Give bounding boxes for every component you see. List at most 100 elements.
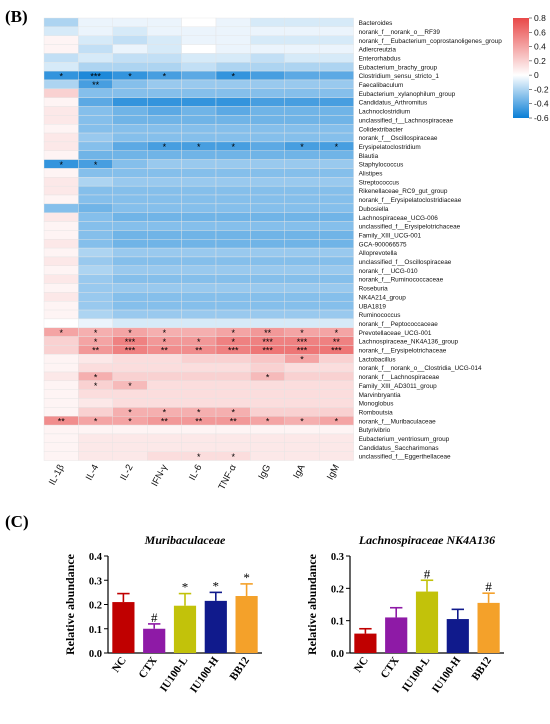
heatmap-cell (319, 354, 354, 364)
heatmap-cell (112, 150, 148, 160)
heatmap-cell (284, 212, 320, 222)
bar-nc (112, 602, 135, 653)
row-label: unclassified_f__Oscillospiraceae (359, 259, 452, 266)
heatmap-cell (319, 44, 354, 54)
heatmap-cell (319, 380, 354, 390)
row-label: Roseburia (359, 286, 389, 293)
heatmap-cell (284, 194, 320, 205)
row-label: Lactobacillus (359, 356, 396, 363)
heatmap-cell (181, 318, 217, 328)
significance-mark: * (128, 408, 132, 418)
heatmap-cell (78, 185, 114, 196)
heatmap-cell (181, 26, 217, 36)
heatmap-cell (215, 132, 251, 143)
heatmap-cell (319, 53, 354, 63)
heatmap-cell (43, 97, 79, 107)
column-label-il-1: IL-1β (47, 462, 67, 487)
heatmap-cell (78, 318, 114, 328)
bar-chart-muribaculaceae: Muribaculaceae Relative abundance 0.0 0.1 0.… (63, 533, 262, 695)
significance-mark: * (163, 337, 167, 347)
heatmap-cell (319, 318, 354, 328)
heatmap-cell (284, 106, 320, 116)
heatmap-cell (146, 371, 182, 382)
row-label: Rikenellaceae_RC9_gut_group (359, 188, 448, 195)
heatmap-cell (215, 203, 251, 213)
heatmap-cell (146, 283, 182, 293)
heatmap-cell (78, 389, 114, 399)
significance-mark: * (163, 328, 167, 338)
heatmap-cell (250, 17, 285, 28)
heatmap-cell (181, 203, 217, 213)
heatmap-cell (319, 292, 354, 302)
heatmap-cell (146, 239, 182, 249)
heatmap-cell (319, 247, 354, 258)
heatmap-cell (181, 247, 217, 258)
heatmap-cell (284, 35, 320, 45)
heatmap-cell (250, 301, 285, 311)
heatmap-cell (250, 150, 285, 160)
heatmap-cell (181, 256, 217, 267)
colorbar-tick-label: 0.4 (534, 42, 546, 52)
heatmap-cell (112, 451, 148, 461)
row-label: Faecalibaculum (359, 82, 404, 89)
significance-mark: * (231, 337, 235, 347)
bar-nc (354, 633, 377, 653)
heatmap-cell (146, 398, 182, 408)
row-label: Eubacterium_brachy_group (359, 64, 438, 71)
heatmap-cell (284, 247, 320, 258)
colorbar-tick-label: 0.2 (534, 56, 546, 66)
heatmap-cell (215, 123, 251, 134)
heatmap-cell (250, 168, 285, 178)
significance-mark: ** (230, 417, 238, 427)
heatmap-cell (146, 53, 182, 63)
heatmap-cell (78, 123, 114, 134)
heatmap-cell (43, 44, 79, 54)
heatmap-cell (43, 194, 79, 205)
significance-mark: # (424, 566, 431, 581)
heatmap-cell (43, 371, 79, 382)
heatmap-cell (319, 301, 354, 311)
heatmap-cell (319, 26, 354, 36)
heatmap-cell (146, 159, 182, 169)
heatmap-cell (43, 274, 79, 284)
heatmap-cell (78, 230, 114, 240)
x-tick-label: BB12 (469, 654, 494, 682)
heatmap-cell (284, 274, 320, 284)
heatmap-cell (146, 203, 182, 213)
heatmap-cell (43, 336, 79, 346)
heatmap-cell (78, 309, 114, 320)
heatmap-cell (146, 212, 182, 222)
heatmap-cell (43, 168, 79, 178)
heatmap-cell (284, 424, 320, 435)
heatmap-cell (181, 301, 217, 311)
heatmap-cell (43, 301, 79, 311)
heatmap-cell (43, 424, 79, 435)
heatmap-cell (181, 159, 217, 169)
heatmap-cell (250, 177, 285, 187)
heatmap-cell (250, 424, 285, 435)
row-label: Lachnoclostridium (359, 109, 411, 116)
significance-mark: *** (297, 337, 308, 347)
heatmap-cell (250, 44, 285, 54)
heatmap-cell (43, 106, 79, 116)
heatmap-cell (146, 292, 182, 302)
heatmap-cell (43, 35, 79, 45)
heatmap-cell (181, 150, 217, 160)
heatmap-cell (284, 44, 320, 54)
heatmap-cell (215, 150, 251, 160)
row-label: norank_f__UCG-010 (359, 268, 418, 275)
heatmap-cell (181, 354, 217, 364)
significance-mark: * (335, 417, 339, 427)
heatmap-cell (146, 309, 182, 320)
heatmap-cell (181, 44, 217, 54)
heatmap-cell (78, 168, 114, 178)
heatmap-cell (319, 389, 354, 399)
heatmap-cell (43, 177, 79, 187)
heatmap-cell (215, 185, 251, 196)
heatmap-cell (181, 194, 217, 205)
heatmap-cell (146, 97, 182, 107)
heatmap-cell (319, 168, 354, 178)
significance-mark: * (197, 408, 201, 418)
heatmap-cell (181, 185, 217, 196)
heatmap-cell (250, 256, 285, 267)
